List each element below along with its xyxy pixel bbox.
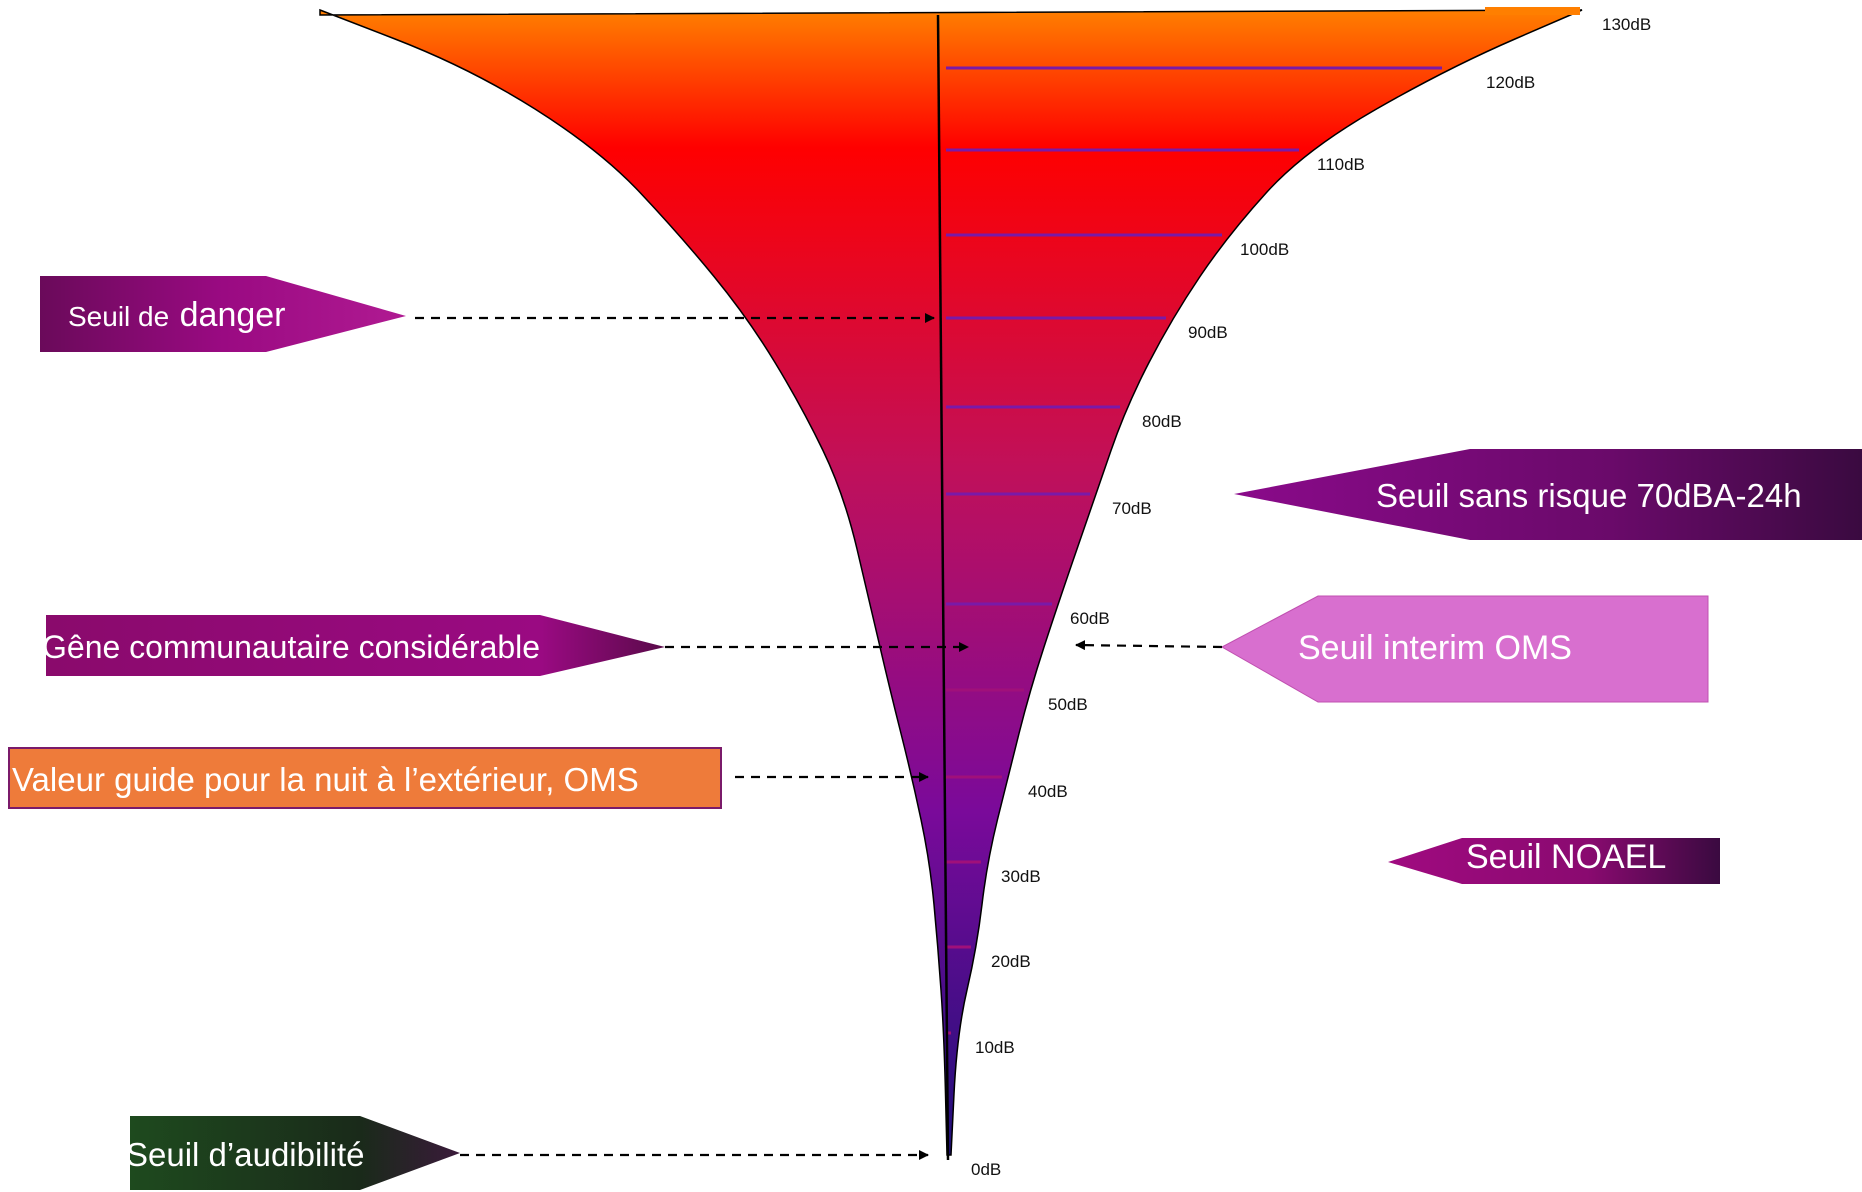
level-ticks (946, 66, 1442, 1035)
safe-threshold-callout-shape (1234, 449, 1862, 540)
danger-callout-shape (40, 276, 406, 352)
interim-callout-shape (1220, 595, 1709, 703)
level-label-120: 120dB (1486, 73, 1535, 92)
audibility-callout-shape (130, 1116, 460, 1190)
level-label-80: 80dB (1142, 412, 1182, 431)
night-callout-box (8, 747, 722, 809)
funnel-top-cap (1485, 7, 1580, 15)
level-label-10: 10dB (975, 1038, 1015, 1057)
gene-callout-shape (46, 615, 665, 676)
level-label-90: 90dB (1188, 323, 1228, 342)
level-label-20: 20dB (991, 952, 1031, 971)
danger-callout: Seuil de danger (40, 276, 935, 352)
noael-callout-shape (1388, 838, 1720, 884)
noael-callout-text: Seuil NOAEL (1466, 838, 1666, 876)
night-callout-text: Valeur guide pour la nuit à l’extérieur,… (12, 761, 639, 798)
level-label-100: 100dB (1240, 240, 1289, 259)
center-axis (936, 14, 950, 1161)
level-label-50: 50dB (1048, 695, 1088, 714)
night-callout: Valeur guide pour la nuit à l’extérieur,… (8, 747, 929, 809)
level-label-40: 40dB (1028, 782, 1068, 801)
svg-text:Seuil de danger: Seuil de danger (68, 296, 286, 334)
level-label-60: 60dB (1070, 609, 1110, 628)
level-labels: 0dB 10dB 20dB 30dB 40dB 50dB 60dB 70dB 80dB 90dB 1… (971, 15, 1651, 1179)
interim-arrow (1075, 640, 1223, 651)
gene-callout: Gêne communautaire considérable (42, 615, 969, 676)
level-label-70: 70dB (1112, 499, 1152, 518)
level-label-30: 30dB (1001, 867, 1041, 886)
level-label-130: 130dB (1602, 15, 1651, 34)
funnel-shape (319, 8, 1583, 1156)
danger-callout-large: danger (180, 296, 286, 334)
gene-callout-text: Gêne communautaire considérable (42, 629, 540, 665)
level-label-110: 110dB (1317, 155, 1365, 174)
safe-threshold-callout-text: Seuil sans risque 70dBA-24h (1376, 477, 1802, 514)
level-label-0: 0dB (971, 1160, 1001, 1179)
safe-threshold-callout: Seuil sans risque 70dBA-24h (1234, 449, 1862, 540)
audibility-callout-text: Seuil d’audibilité (126, 1136, 365, 1173)
interim-callout: Seuil interim OMS (1075, 595, 1709, 703)
noael-callout: Seuil NOAEL (1388, 838, 1720, 884)
audibility-callout: Seuil d’audibilité (126, 1116, 929, 1190)
interim-callout-text: Seuil interim OMS (1298, 629, 1572, 667)
danger-callout-small: Seuil de (68, 301, 169, 332)
